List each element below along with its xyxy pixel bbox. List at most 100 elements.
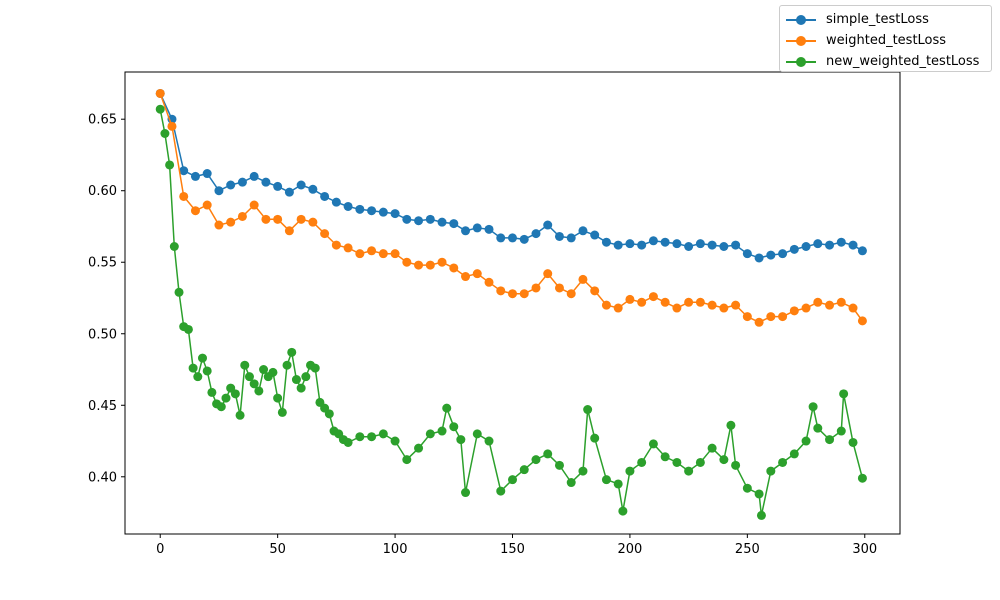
series-new_weighted_testLoss	[155, 104, 867, 520]
data-point	[449, 219, 459, 229]
data-point	[554, 231, 564, 241]
data-point	[496, 486, 506, 496]
y-tick-label: 0.40	[88, 470, 117, 485]
series-layer	[155, 88, 867, 520]
data-point	[660, 452, 670, 462]
data-point	[778, 312, 788, 322]
data-point	[825, 300, 835, 310]
legend-marker-icon	[786, 35, 816, 47]
data-point	[742, 312, 752, 322]
data-point	[625, 294, 635, 304]
data-point	[268, 367, 278, 377]
data-point	[202, 366, 212, 376]
data-point	[259, 365, 269, 375]
data-point	[296, 214, 306, 224]
data-point	[310, 363, 320, 373]
data-point	[273, 214, 283, 224]
data-point	[296, 383, 306, 393]
data-point	[291, 375, 301, 385]
data-point	[813, 239, 823, 249]
data-point	[273, 393, 283, 403]
series-simple_testLoss	[155, 88, 867, 263]
data-point	[672, 239, 682, 249]
data-point	[766, 312, 776, 322]
data-point	[707, 443, 717, 453]
data-point	[825, 435, 835, 445]
data-point	[207, 387, 217, 397]
data-point	[756, 510, 766, 520]
legend-marker-icon	[786, 56, 816, 68]
data-point	[684, 242, 694, 252]
y-axis: 0.40 0.45 0.50 0.55 0.60 0.65	[88, 113, 125, 485]
data-point	[857, 316, 867, 326]
data-point	[695, 239, 705, 249]
data-point	[402, 214, 412, 224]
data-point	[179, 191, 189, 201]
data-point	[601, 300, 611, 310]
data-point	[531, 455, 541, 465]
y-tick-label: 0.45	[88, 399, 117, 414]
data-point	[836, 426, 846, 436]
y-tick-label: 0.65	[88, 113, 117, 128]
data-point	[590, 433, 600, 443]
data-point	[249, 171, 259, 181]
data-point	[813, 423, 823, 433]
data-point	[165, 160, 175, 170]
y-tick-label: 0.55	[88, 256, 117, 271]
data-point	[707, 240, 717, 250]
data-point	[660, 297, 670, 307]
data-point	[789, 244, 799, 254]
data-point	[695, 457, 705, 467]
data-point	[308, 217, 318, 227]
legend-item-new-weighted-testloss: new_weighted_testLoss	[786, 51, 985, 72]
data-point	[472, 429, 482, 439]
data-point	[578, 274, 588, 284]
x-tick-label: 200	[618, 542, 643, 557]
data-point	[660, 237, 670, 247]
data-point	[742, 483, 752, 493]
data-point	[216, 402, 226, 412]
x-tick-label: 300	[852, 542, 877, 557]
data-point	[754, 489, 764, 499]
legend: simple_testLoss weighted_testLoss new_we…	[779, 5, 992, 72]
series-line	[159, 93, 863, 259]
x-tick-label: 100	[383, 542, 408, 557]
data-point	[414, 443, 424, 453]
data-point	[155, 88, 165, 98]
data-point	[188, 363, 198, 373]
data-point	[789, 306, 799, 316]
data-point	[637, 297, 647, 307]
data-point	[566, 289, 576, 299]
data-point	[857, 246, 867, 256]
y-tick-label: 0.50	[88, 327, 117, 342]
data-point	[684, 297, 694, 307]
data-point	[778, 249, 788, 259]
data-point	[193, 372, 203, 382]
data-point	[508, 289, 517, 299]
data-point	[282, 360, 292, 370]
x-tick-label: 50	[269, 542, 286, 557]
data-point	[801, 436, 811, 446]
data-point	[425, 260, 435, 270]
data-point	[566, 478, 576, 488]
data-point	[160, 129, 170, 139]
data-point	[174, 287, 184, 297]
data-point	[508, 475, 517, 485]
data-point	[484, 224, 494, 234]
data-point	[261, 214, 271, 224]
data-point	[766, 250, 776, 260]
data-point	[442, 403, 452, 413]
data-point	[214, 220, 224, 230]
data-point	[578, 466, 588, 476]
data-point	[367, 246, 377, 256]
data-point	[355, 249, 365, 259]
data-point	[684, 466, 694, 476]
data-point	[601, 475, 611, 485]
data-point	[695, 297, 705, 307]
data-point	[672, 303, 682, 313]
data-point	[324, 409, 334, 419]
series-weighted_testLoss	[155, 88, 867, 327]
data-point	[801, 303, 811, 313]
data-point	[484, 436, 494, 446]
